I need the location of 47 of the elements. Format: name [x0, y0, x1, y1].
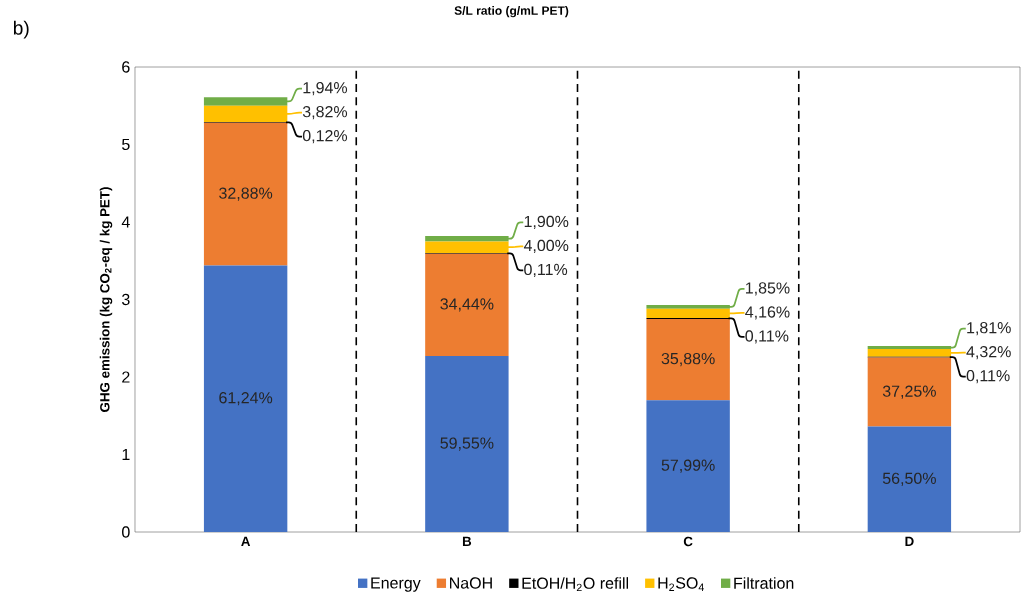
- annotation: 34,44%: [440, 298, 494, 312]
- legend-label: Energy: [371, 577, 421, 592]
- bar: [425, 356, 509, 532]
- bar: [203, 265, 288, 532]
- y-tick-label: 1: [122, 449, 130, 460]
- x-tick-label: B: [462, 536, 472, 546]
- annotation: 4,00%: [523, 239, 569, 254]
- x-tick-label: A: [241, 536, 251, 546]
- annotation: 0,12%: [302, 129, 348, 144]
- annotation: 1,81%: [967, 321, 1011, 336]
- text: b): [13, 20, 29, 39]
- annotation: 3,82%: [302, 105, 348, 120]
- annotation: 61,24%: [219, 392, 273, 406]
- annotation: 59,55%: [440, 437, 494, 451]
- annotation: 4,32%: [966, 345, 1011, 360]
- annotation: 1,90%: [524, 215, 569, 230]
- annotation: 4,16%: [745, 306, 790, 320]
- x-tick-label: D: [905, 536, 914, 546]
- annotation: 0,11%: [745, 330, 789, 344]
- x-tick-label: C: [683, 536, 693, 547]
- bar: [646, 400, 730, 532]
- annotation: 56,50%: [882, 472, 936, 486]
- legend-label: H$_{2}$SO$_{4}$: [658, 577, 704, 591]
- y-tick-label: 6: [122, 61, 130, 73]
- y-tick-label: 0: [122, 526, 130, 538]
- annotation: 35,88%: [661, 352, 715, 367]
- bar: [867, 357, 952, 427]
- y-axis-title: GHG emission (kg CO$_{2}$-eq / kg PET): [99, 187, 113, 412]
- legend-label: EtOH/H$_{2}$O refill: [522, 577, 629, 592]
- annotation: 1,94%: [303, 81, 348, 96]
- annotation: 0,11%: [524, 263, 568, 278]
- legend-label: NaOH: [450, 577, 492, 589]
- chart-title: S/L ratio (g/mL PET): [454, 6, 569, 18]
- bar: [867, 426, 952, 532]
- annotation: 37,25%: [882, 385, 936, 399]
- bar: [203, 122, 288, 266]
- bar: [425, 253, 509, 357]
- legend-label: Filtration: [734, 577, 794, 589]
- annotation: 32,88%: [219, 187, 273, 201]
- bar: [646, 318, 730, 401]
- y-tick-label: 5: [122, 138, 130, 151]
- y-tick-label: 2: [122, 371, 130, 383]
- annotation: 1,85%: [745, 282, 790, 296]
- y-tick-label: 3: [122, 293, 130, 306]
- annotation: 57,99%: [661, 459, 715, 473]
- y-tick-label: 4: [121, 216, 130, 228]
- annotation: 0,11%: [966, 369, 1010, 384]
